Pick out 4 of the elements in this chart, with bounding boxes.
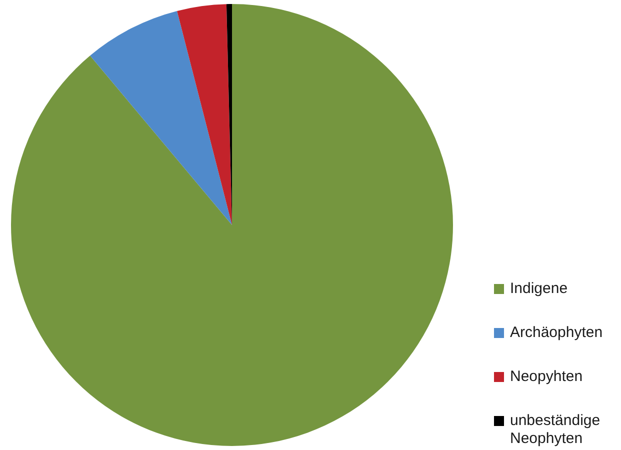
- legend-label: Archäophyten: [510, 324, 603, 342]
- legend-label: Indigene: [510, 280, 568, 298]
- legend-label: Neopyhten: [510, 368, 583, 386]
- legend-label: unbeständige Neophyten: [510, 412, 602, 448]
